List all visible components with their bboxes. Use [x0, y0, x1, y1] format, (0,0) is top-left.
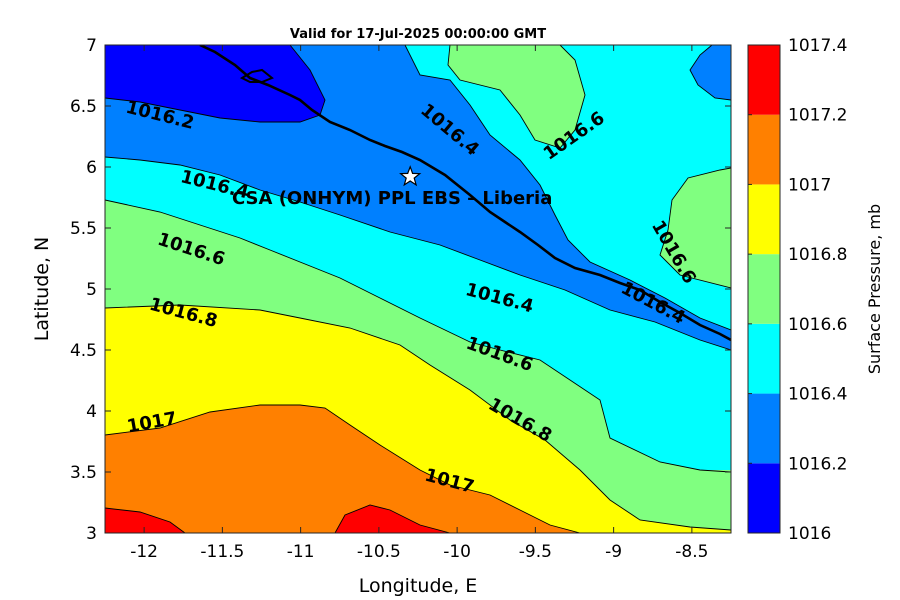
y-tick-label-7: 6.5	[70, 97, 97, 117]
x-tick-label-7: -8.5	[675, 542, 708, 562]
contour-lines	[105, 45, 731, 533]
y-tick-label-1: 3.5	[70, 463, 97, 483]
chart-title: Valid for 17-Jul-2025 00:00:00 GMT	[290, 27, 546, 42]
x-tick-label-0: -12	[130, 542, 158, 562]
x-axis-ticks: -12 -11.5 -11 -10.5 -10 -9.5 -9 -8.5	[130, 45, 708, 562]
coastline	[199, 45, 731, 342]
site-label: CSA (ONHYM) PPL EBS – Liberia	[232, 188, 552, 209]
y-tick-label-0: 3	[86, 524, 97, 544]
x-tick-label-2: -11	[287, 542, 315, 562]
contour-band-1016	[105, 45, 325, 122]
y-tick-label-8: 7	[86, 36, 97, 56]
y-tick-label-2: 4	[86, 402, 97, 422]
x-axis-label: Longitude, E	[359, 575, 478, 597]
colorbar-label: Surface Pressure, mb	[865, 204, 884, 374]
colorbar-segment-5	[748, 114, 780, 185]
coastal-lagoon	[239, 68, 274, 83]
colorbar-frame	[747, 44, 781, 534]
contour-band-1016-6-right	[660, 168, 731, 288]
site-star-marker	[399, 165, 422, 187]
colorbar: 1016 1016.2 1016.4 1016.6 1016.8 1017 1017.2 10…	[748, 36, 847, 544]
x-tick-label-6: -9	[605, 542, 622, 562]
colorbar-segment-1	[748, 393, 780, 464]
y-tick-label-5: 5.5	[70, 219, 97, 239]
contour-band-1017-2-mid	[335, 505, 450, 533]
contour-plot-area	[105, 45, 731, 533]
colorbar-segment-6	[748, 45, 780, 115]
colorbar-tick-label-2: 1016.4	[788, 385, 847, 405]
contour-band-1017-2-left	[105, 508, 185, 533]
y-tick-label-4: 5	[86, 280, 97, 300]
y-tick-label-3: 4.5	[70, 341, 97, 361]
y-axis-label: Latitude, N	[31, 237, 53, 342]
colorbar-segment-0	[748, 463, 780, 533]
colorbar-tick-label-4: 1016.8	[788, 245, 847, 265]
colorbar-segment-3	[748, 254, 780, 324]
x-tick-label-5: -9.5	[519, 542, 552, 562]
colorbar-segment-4	[748, 184, 780, 255]
colorbar-segment-2	[748, 323, 780, 394]
colorbar-tick-label-1: 1016.2	[788, 454, 847, 474]
colorbar-tick-label-7: 1017.4	[788, 36, 847, 56]
x-tick-label-3: -10.5	[357, 542, 401, 562]
contour-band-1016-6-upper	[448, 45, 585, 148]
colorbar-tick-label-0: 1016	[788, 524, 831, 544]
x-tick-label-1: -11.5	[200, 542, 244, 562]
colorbar-tick-label-3: 1016.6	[788, 315, 847, 335]
colorbar-tick-label-6: 1017.2	[788, 106, 847, 126]
y-tick-label-6: 6	[86, 158, 97, 178]
contour-band-1017	[105, 405, 580, 533]
colorbar-tick-label-5: 1017	[788, 175, 831, 195]
x-tick-label-4: -10	[443, 542, 471, 562]
y-axis-ticks: 3 3.5 4 4.5 5 5.5 6 6.5 7	[70, 36, 731, 544]
